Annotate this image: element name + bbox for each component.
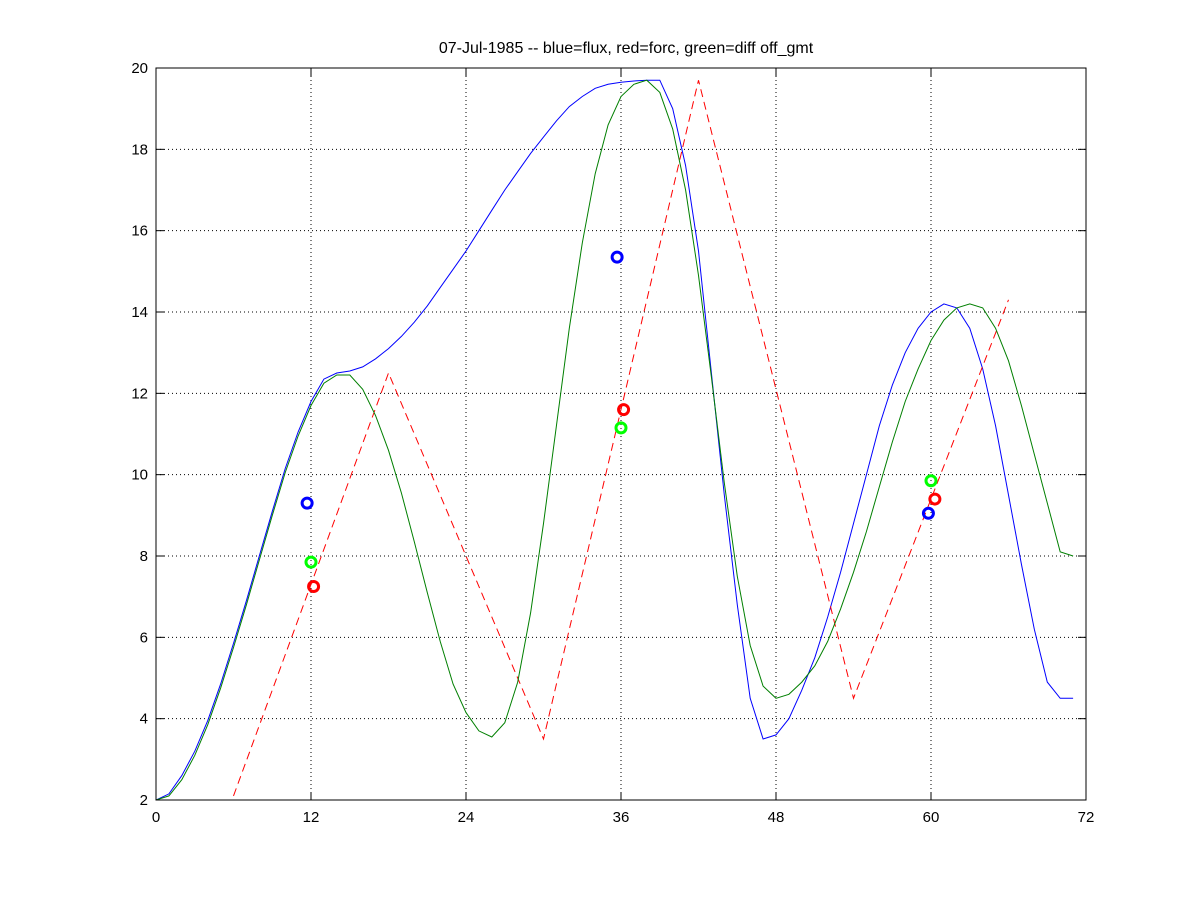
y-tick-label: 2 <box>140 792 148 809</box>
data-point-marker <box>924 474 938 488</box>
marker-group <box>300 250 942 593</box>
data-point-marker <box>307 580 321 593</box>
series-group <box>156 79 1074 800</box>
chart-title: 07-Jul-1985 -- blue=flux, red=forc, gree… <box>439 40 814 57</box>
data-point-marker <box>928 492 942 506</box>
y-tick-label: 8 <box>140 548 148 565</box>
grid <box>156 68 1086 800</box>
data-point-marker <box>300 496 314 510</box>
x-tick-label: 72 <box>1078 809 1095 826</box>
y-tick-label: 12 <box>131 385 148 402</box>
y-tick-label: 6 <box>140 629 148 646</box>
series-line-2 <box>233 80 1009 797</box>
y-tick-label: 14 <box>131 304 148 321</box>
data-point-marker <box>304 555 318 569</box>
y-tick-label: 18 <box>131 141 148 158</box>
data-point-marker <box>614 421 628 435</box>
y-tick-label: 20 <box>131 60 148 77</box>
data-point-marker <box>921 506 935 520</box>
data-point-marker <box>617 403 631 417</box>
x-tick-label: 12 <box>303 809 320 826</box>
y-tick-label: 4 <box>140 711 148 728</box>
x-tick-label: 48 <box>768 809 785 826</box>
series-line-1 <box>156 79 1074 800</box>
x-tick-label: 0 <box>152 809 160 826</box>
y-tick-label: 16 <box>131 223 148 240</box>
x-tick-label: 24 <box>458 809 475 826</box>
data-point-marker <box>610 250 624 264</box>
x-tick-label: 36 <box>613 809 630 826</box>
x-tick-label: 60 <box>923 809 940 826</box>
y-tick-label: 10 <box>131 467 148 484</box>
series-line-3 <box>156 79 1074 800</box>
